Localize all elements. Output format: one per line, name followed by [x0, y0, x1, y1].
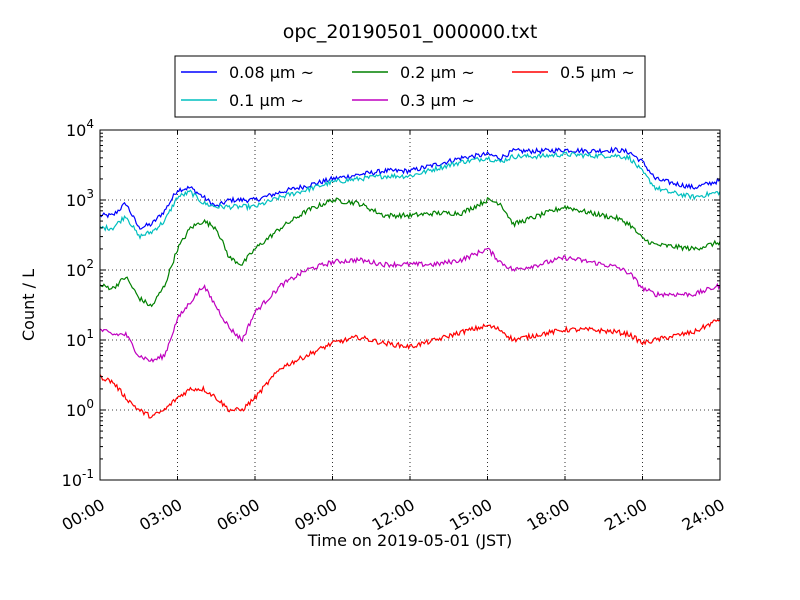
legend-label: 0.2 μm ~ [400, 63, 475, 82]
legend-label: 0.1 μm ~ [229, 91, 304, 110]
x-tick-label: 15:00 [446, 495, 495, 535]
series-line [99, 197, 721, 308]
y-tick-label: 104 [66, 117, 94, 140]
y-tick-label: 101 [66, 327, 94, 350]
legend: 0.08 μm ~ 0.1 μm ~ 0.2 μm ~ 0.3 μm ~ 0.5 μm … [174, 55, 646, 118]
x-axis-label: Time on 2019-05-01 (JST) [307, 531, 512, 550]
y-axis: 10-1 100 101 102 103 104 [62, 117, 720, 490]
legend-label: 0.08 μm ~ [229, 63, 314, 82]
legend-label: 0.3 μm ~ [400, 91, 475, 110]
x-tick-label: 24:00 [679, 495, 728, 535]
y-axis-label: Count / L [19, 269, 38, 341]
grid-lines [100, 130, 720, 480]
x-tick-label: 00:00 [59, 495, 108, 535]
series-line [99, 146, 721, 230]
y-tick-label: 103 [66, 187, 94, 210]
x-tick-label: 21:00 [601, 495, 650, 535]
y-tick-label: 100 [66, 397, 94, 420]
series-layer [99, 146, 721, 419]
series-line [99, 151, 721, 241]
y-tick-label: 102 [66, 257, 94, 280]
x-tick-label: 18:00 [524, 495, 573, 535]
legend-frame [174, 55, 646, 118]
chart-title: opc_20190501_000000.txt [283, 21, 538, 43]
x-tick-label: 09:00 [291, 495, 340, 535]
x-tick-label: 03:00 [136, 495, 185, 535]
series-line [99, 247, 721, 363]
x-tick-label: 06:00 [214, 495, 263, 535]
x-tick-label: 12:00 [369, 495, 418, 535]
legend-label: 0.5 μm ~ [560, 63, 635, 82]
series-line [99, 319, 721, 419]
y-tick-label: 10-1 [62, 467, 94, 490]
